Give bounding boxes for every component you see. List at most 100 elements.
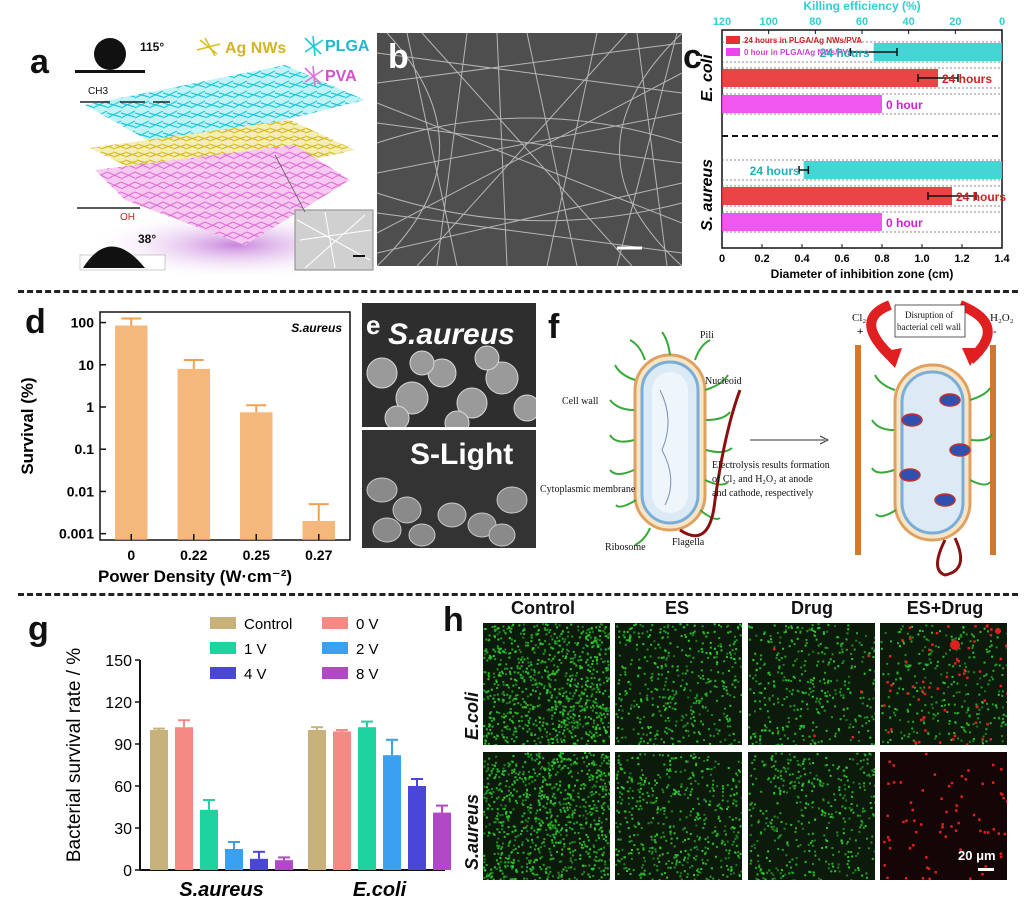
fluor-green-dot: [513, 730, 516, 733]
fluor-green-dot: [496, 687, 499, 689]
fluor-green-dot: [507, 625, 510, 628]
fluor-green-dot: [777, 743, 780, 745]
chart-c-x-tick: 0.2: [754, 253, 769, 265]
fluor-green-dot: [539, 787, 542, 790]
fluor-green-dot: [784, 655, 787, 658]
fluor-green-dot: [812, 630, 815, 632]
fluor-green-dot: [861, 766, 864, 769]
fluor-green-dot: [800, 814, 803, 817]
fluor-green-dot: [712, 795, 715, 798]
fluor-green-dot: [559, 803, 562, 806]
fluor-green-dot: [647, 635, 650, 638]
fluor-green-dot: [553, 688, 556, 690]
fluor-green-dot: [523, 877, 526, 880]
fluor-green-dot: [738, 657, 741, 660]
fluor-green-dot: [598, 629, 600, 632]
chart-c-bar: [722, 187, 952, 205]
fluor-green-dot: [513, 697, 516, 700]
fluor-green-dot: [852, 871, 855, 874]
fluor-green-dot: [606, 873, 609, 876]
fluor-green-dot: [496, 734, 499, 737]
fluor-green-dot: [547, 658, 550, 661]
fluor-green-dot: [515, 736, 518, 739]
fluor-green-dot: [988, 650, 991, 653]
fluor-green-dot: [803, 724, 805, 727]
fluor-green-dot: [757, 860, 760, 863]
fluor-green-dot: [524, 784, 527, 787]
fluor-green-dot: [660, 738, 663, 741]
fluor-green-dot: [872, 697, 875, 700]
fluor-green-dot: [750, 814, 753, 817]
fluor-green-dot: [556, 705, 559, 708]
fluor-green-dot: [929, 682, 932, 685]
fluor-green-dot: [493, 718, 496, 721]
fluor-green-dot: [556, 738, 559, 741]
fluor-green-dot: [602, 707, 605, 710]
fluor-green-dot: [667, 688, 670, 691]
fluor-green-dot: [560, 860, 563, 863]
fluor-green-dot: [808, 687, 811, 690]
chart-c-bar: [722, 213, 882, 231]
fluor-green-dot: [965, 684, 967, 687]
fluor-green-dot: [755, 741, 758, 743]
fluor-green-dot: [921, 630, 924, 633]
fluor-green-dot: [797, 820, 800, 823]
fluor-green-dot: [811, 806, 814, 809]
fluor-green-dot: [794, 830, 797, 833]
fluor-green-dot: [679, 794, 682, 796]
fluor-green-dot: [755, 866, 758, 869]
fluor-green-dot: [592, 760, 595, 763]
fluor-green-dot: [651, 878, 654, 880]
fluor-green-dot: [689, 793, 692, 796]
fluor-green-dot: [779, 738, 782, 740]
fluor-green-dot: [976, 725, 979, 728]
fluor-green-dot: [520, 865, 523, 868]
fluor-green-dot: [997, 693, 1000, 696]
fluor-green-dot: [712, 779, 715, 782]
fluor-green-dot: [789, 787, 792, 790]
fluor-green-dot: [569, 759, 572, 762]
chart-g-bar: [200, 809, 218, 870]
fluor-green-dot: [805, 642, 808, 644]
fluor-green-dot: [726, 718, 729, 721]
fluor-green-dot: [772, 873, 775, 876]
fluor-green-dot: [570, 706, 573, 709]
fluor-green-dot: [679, 623, 682, 626]
fluor-red-dot: [921, 689, 924, 693]
fluor-green-dot: [664, 650, 667, 653]
fluor-green-dot: [621, 793, 624, 796]
fluor-green-dot: [507, 844, 510, 847]
fluor-green-dot: [772, 680, 775, 683]
fluor-green-dot: [487, 678, 490, 681]
fluor-green-dot: [485, 825, 488, 828]
fluor-green-dot: [793, 677, 796, 679]
fluor-green-dot: [560, 661, 563, 664]
fluor-green-dot: [787, 767, 790, 770]
fluor-green-dot: [598, 879, 601, 880]
fluor-green-dot: [546, 675, 549, 678]
fluor-green-dot: [858, 731, 860, 734]
fluor-green-dot: [791, 773, 794, 776]
fluor-green-dot: [526, 704, 529, 707]
chart-c-top-tick: 60: [856, 16, 868, 28]
fluor-green-dot: [753, 847, 756, 849]
fluor-green-dot: [819, 779, 822, 782]
fluor-green-dot: [861, 702, 864, 705]
fluor-green-dot: [732, 778, 735, 781]
fluor-green-dot: [526, 724, 529, 727]
fluor-green-dot: [566, 643, 569, 646]
scale-bar: [978, 868, 994, 871]
fluor-green-dot: [584, 784, 587, 787]
fluor-green-dot: [873, 650, 875, 653]
fluor-green-dot: [513, 781, 516, 784]
fluor-green-dot: [550, 814, 553, 817]
fluor-green-dot: [692, 775, 695, 778]
fluor-green-dot: [687, 857, 689, 860]
fluor-green-dot: [713, 630, 716, 633]
fluor-green-dot: [702, 706, 705, 709]
fluor-green-dot: [751, 626, 753, 629]
fluor-green-dot: [592, 645, 595, 647]
fluor-green-dot: [596, 638, 599, 641]
fluor-green-dot: [882, 740, 885, 743]
fluor-green-dot: [629, 787, 632, 790]
